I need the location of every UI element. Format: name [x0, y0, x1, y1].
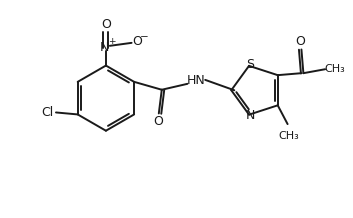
- Text: CH₃: CH₃: [278, 131, 299, 141]
- Text: O: O: [153, 115, 163, 128]
- Text: O: O: [101, 18, 111, 31]
- Text: O: O: [133, 35, 143, 48]
- Text: O: O: [295, 35, 305, 48]
- Text: S: S: [246, 58, 254, 71]
- Text: +: +: [108, 37, 115, 46]
- Text: Cl: Cl: [41, 106, 53, 119]
- Text: CH₃: CH₃: [325, 64, 345, 74]
- Text: N: N: [245, 109, 255, 122]
- Text: HN: HN: [187, 74, 206, 87]
- Text: N: N: [100, 41, 110, 54]
- Text: −: −: [140, 32, 149, 42]
